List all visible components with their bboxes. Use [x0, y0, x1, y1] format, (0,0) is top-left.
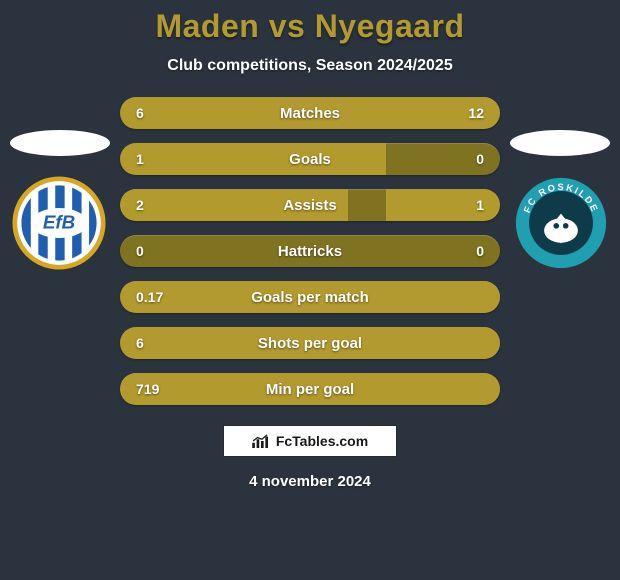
comparison-container: Maden vs Nyegaard Club competitions, Sea… [0, 0, 620, 580]
stat-label: Goals [120, 151, 500, 168]
stat-label: Min per goal [120, 381, 500, 398]
stat-label: Goals per match [120, 289, 500, 306]
stats-area: 612Matches 10Goals 21Assists 00Hattricks 0.1… [0, 97, 620, 405]
stat-label: Matches [120, 105, 500, 122]
stat-row: 719Min per goal [120, 373, 500, 405]
stat-row: 21Assists [120, 189, 500, 221]
stat-row: 6Shots per goal [120, 327, 500, 359]
page-title: Maden vs Nyegaard [155, 8, 464, 45]
stat-row: 10Goals [120, 143, 500, 175]
stat-row: 0.17Goals per match [120, 281, 500, 313]
chart-icon [252, 434, 270, 448]
brand-text: FcTables.com [276, 433, 368, 449]
footer-date: 4 november 2024 [249, 473, 371, 490]
stat-label: Assists [120, 197, 500, 214]
brand-box[interactable]: FcTables.com [223, 425, 397, 457]
stat-row: 00Hattricks [120, 235, 500, 267]
stat-row: 612Matches [120, 97, 500, 129]
page-subtitle: Club competitions, Season 2024/2025 [167, 57, 452, 75]
stat-label: Hattricks [120, 243, 500, 260]
stat-label: Shots per goal [120, 335, 500, 352]
